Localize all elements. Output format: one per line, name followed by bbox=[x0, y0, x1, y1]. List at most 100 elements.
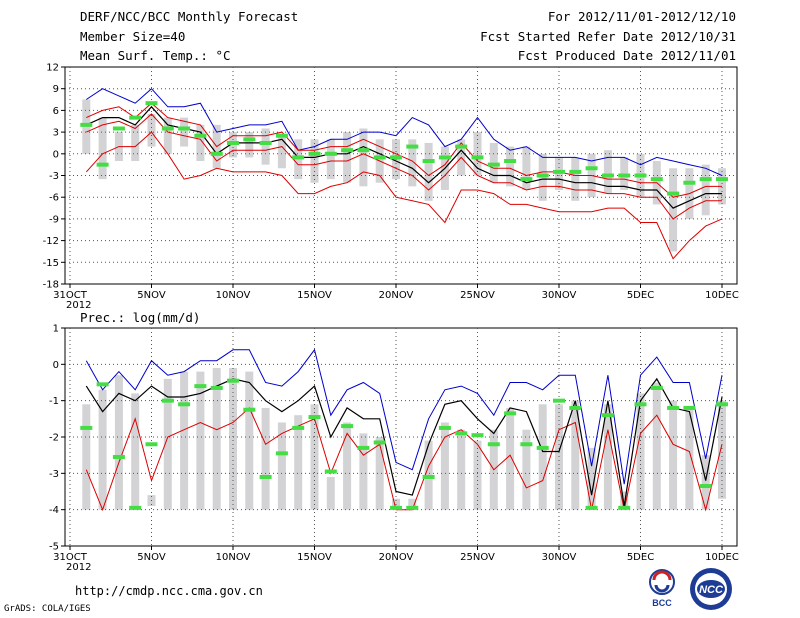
observation-marker bbox=[422, 474, 435, 479]
observation-marker bbox=[129, 115, 142, 120]
prec-label: Prec.: log(mm/d) bbox=[80, 310, 201, 325]
x-tick-label: 5DEC bbox=[627, 552, 654, 563]
ensemble-bar bbox=[408, 139, 417, 187]
observation-marker bbox=[422, 159, 435, 164]
ensemble-bar bbox=[359, 433, 368, 510]
ensemble-bar bbox=[506, 146, 515, 187]
observation-marker bbox=[373, 440, 386, 445]
observation-marker bbox=[634, 402, 647, 407]
x-tick-label: 15NOV bbox=[297, 290, 332, 301]
y-tick-label: -3 bbox=[49, 469, 59, 480]
x-tick-label: 10DEC bbox=[705, 552, 739, 563]
observation-marker bbox=[308, 415, 321, 420]
observation-marker bbox=[536, 173, 549, 178]
ensemble-bar bbox=[343, 132, 352, 183]
observation-marker bbox=[536, 445, 549, 450]
bcc-logo: BCC bbox=[649, 569, 675, 608]
series-max-line bbox=[85, 348, 723, 485]
variable-label: Mean Surf. Temp.: °C bbox=[80, 48, 231, 63]
y-tick-label: 6 bbox=[53, 106, 59, 117]
observation-marker bbox=[471, 155, 484, 160]
x-tick-label: 30NOV bbox=[542, 290, 577, 301]
ensemble-bar bbox=[343, 422, 352, 510]
x-tick-label: 15NOV bbox=[297, 552, 332, 563]
observation-marker bbox=[243, 407, 256, 412]
ensemble-bar bbox=[180, 371, 189, 510]
observation-marker bbox=[275, 133, 288, 138]
observation-marker bbox=[716, 177, 728, 182]
ensemble-bar bbox=[326, 476, 335, 510]
observation-marker bbox=[80, 122, 93, 127]
ensemble-bar bbox=[701, 455, 710, 510]
y-tick-label: -5 bbox=[49, 542, 59, 553]
y-tick-label: 12 bbox=[46, 63, 59, 74]
observation-marker bbox=[341, 424, 354, 429]
chart-title: DERF/NCC/BCC Monthly Forecast bbox=[80, 9, 299, 24]
x-tick-label: 31OCT bbox=[53, 552, 88, 563]
observation-marker bbox=[716, 402, 728, 407]
ensemble-bar bbox=[98, 117, 107, 180]
ensemble-bar bbox=[196, 124, 205, 162]
ensemble-bar bbox=[603, 150, 612, 194]
observation-marker bbox=[585, 505, 598, 510]
y-tick-label: -3 bbox=[49, 171, 59, 182]
observation-marker bbox=[308, 151, 321, 156]
ensemble-bar bbox=[163, 378, 172, 510]
y-tick-label: -6 bbox=[49, 193, 59, 204]
ensemble-bar bbox=[229, 367, 237, 510]
x-tick-label: 30NOV bbox=[542, 552, 577, 563]
ensemble-bar bbox=[620, 491, 629, 510]
ensemble-bar bbox=[587, 447, 596, 510]
observation-marker bbox=[699, 484, 712, 489]
observation-marker bbox=[487, 442, 500, 447]
ensemble-bar bbox=[310, 139, 319, 183]
observation-marker bbox=[210, 151, 223, 156]
y-tick-label: 0 bbox=[53, 360, 59, 371]
series-max-line bbox=[86, 87, 723, 176]
observation-marker bbox=[292, 425, 305, 430]
ensemble-bar bbox=[685, 407, 694, 510]
observation-marker bbox=[406, 505, 419, 510]
observation-marker bbox=[259, 140, 272, 145]
observation-marker bbox=[243, 137, 256, 142]
ensemble-bar bbox=[245, 371, 254, 510]
x-tick-label: 20NOV bbox=[379, 552, 414, 563]
source-url[interactable]: http://cmdp.ncc.cma.gov.cn bbox=[75, 584, 263, 598]
observation-marker bbox=[80, 425, 93, 430]
observation-marker bbox=[683, 405, 696, 410]
observation-marker bbox=[699, 177, 712, 182]
observation-marker bbox=[178, 402, 191, 407]
observation-marker bbox=[683, 180, 696, 185]
ensemble-bar bbox=[82, 404, 91, 510]
ensemble-bar bbox=[261, 407, 270, 510]
member-size: Member Size=40 bbox=[80, 29, 186, 44]
ensemble-bar bbox=[180, 117, 189, 147]
observation-marker bbox=[667, 405, 680, 410]
observation-marker bbox=[553, 169, 565, 174]
x-tick-label: 5NOV bbox=[137, 290, 166, 301]
y-tick-label: -1 bbox=[49, 396, 59, 407]
observation-marker bbox=[667, 191, 680, 196]
observation-marker bbox=[96, 162, 109, 167]
x-tick-label: 10DEC bbox=[705, 290, 739, 301]
ensemble-bar bbox=[522, 146, 531, 190]
x-tick-label: 25NOV bbox=[460, 290, 495, 301]
ensemble-bar bbox=[652, 382, 661, 510]
observation-marker bbox=[569, 169, 582, 174]
ensemble-bar bbox=[294, 415, 303, 510]
y-tick-label: 3 bbox=[53, 128, 59, 139]
observation-marker bbox=[96, 382, 109, 387]
series-upper-line bbox=[86, 102, 722, 198]
observation-marker bbox=[210, 385, 223, 390]
ensemble-bar bbox=[277, 135, 286, 169]
observation-marker bbox=[373, 155, 386, 160]
x-year-label: 2012 bbox=[66, 300, 91, 311]
x-tick-label: 5DEC bbox=[627, 290, 654, 301]
ensemble-bar bbox=[506, 407, 515, 510]
observation-marker bbox=[194, 384, 207, 389]
observation-marker bbox=[455, 144, 468, 149]
ensemble-bar bbox=[718, 400, 726, 499]
series-lower-line bbox=[86, 113, 722, 220]
ensemble-bar bbox=[277, 422, 286, 510]
